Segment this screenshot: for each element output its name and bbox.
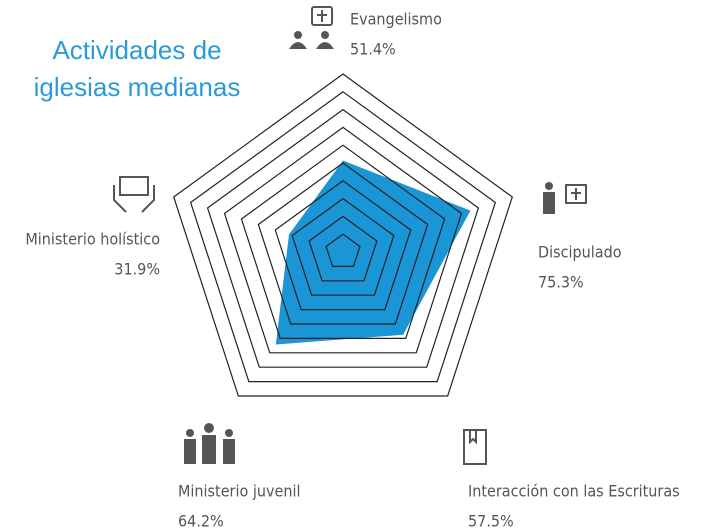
grid-ring <box>173 73 513 397</box>
grid-ring <box>189 91 497 383</box>
icon <box>571 188 581 200</box>
icon <box>223 439 235 464</box>
icon <box>463 429 487 465</box>
icon <box>186 429 194 437</box>
grid-ring <box>291 197 395 296</box>
icon <box>184 439 196 464</box>
grid-ring <box>325 233 361 268</box>
grid-ring <box>206 108 480 368</box>
category-label: Ministerio holístico <box>25 230 160 249</box>
category-label: Ministerio juvenil <box>178 482 300 501</box>
grid-ring <box>257 162 429 325</box>
icon <box>225 429 233 437</box>
icon <box>294 31 302 39</box>
icon <box>119 176 149 196</box>
icon <box>543 192 555 214</box>
grid-ring <box>274 180 412 311</box>
grid-ring <box>223 126 463 354</box>
category-label: Interacción con las Escrituras <box>468 482 680 501</box>
icon <box>317 10 327 22</box>
icon <box>113 185 155 213</box>
icon <box>202 435 216 464</box>
grid-ring <box>240 144 446 340</box>
value-label: 64.2% <box>178 512 224 531</box>
icon <box>311 6 333 26</box>
value-label: 75.3% <box>538 273 584 292</box>
icons <box>113 6 587 465</box>
value-label: 51.4% <box>350 40 396 59</box>
chart-title: Actividades de <box>52 35 221 65</box>
icon <box>316 42 334 49</box>
icon <box>321 31 329 39</box>
icon <box>289 42 307 49</box>
icon <box>565 184 587 204</box>
category-label: Evangelismo <box>350 10 442 29</box>
value-label: 57.5% <box>468 512 514 531</box>
icon <box>545 182 553 190</box>
icon <box>204 423 214 433</box>
chart-title: iglesias medianas <box>34 72 241 102</box>
value-label: 31.9% <box>114 260 160 279</box>
grid-ring <box>308 215 378 282</box>
category-label: Discipulado <box>538 243 622 262</box>
